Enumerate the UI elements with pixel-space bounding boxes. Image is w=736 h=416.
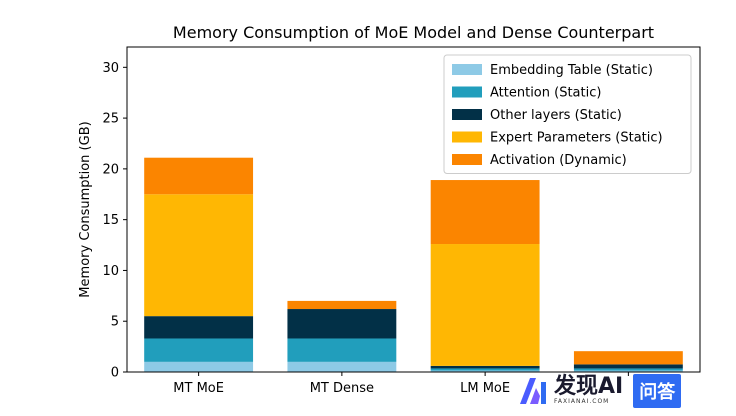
legend-label: Activation (Dynamic) xyxy=(490,153,627,168)
y-tick-label: 5 xyxy=(111,315,119,330)
bar-segment xyxy=(144,157,254,195)
legend-label: Embedding Table (Static) xyxy=(490,63,653,78)
y-tick-label: 20 xyxy=(102,162,119,177)
bar-segment xyxy=(430,370,540,372)
bar-segment xyxy=(430,244,540,366)
bar-segment xyxy=(287,338,397,362)
bar-segment xyxy=(144,361,254,372)
bar-segment xyxy=(144,316,254,339)
legend-label: Expert Parameters (Static) xyxy=(490,131,663,146)
chart-title: Memory Consumption of MoE Model and Dens… xyxy=(173,23,654,42)
bar-segment xyxy=(573,364,683,369)
legend-swatch xyxy=(452,131,482,143)
bar-segment xyxy=(430,365,540,369)
y-tick-label: 15 xyxy=(102,213,119,228)
y-tick-label: 0 xyxy=(111,366,119,381)
legend-swatch xyxy=(452,64,482,75)
watermark-text: 发现AI FAXIANAI.COM xyxy=(554,376,623,406)
legend-label: Other layers (Static) xyxy=(490,108,622,123)
watermark-main-text: 发现AI xyxy=(554,374,624,399)
bar-segment xyxy=(287,300,397,310)
x-tick-label: MT Dense xyxy=(310,381,374,396)
watermark-mark-icon xyxy=(520,378,546,404)
y-axis-title: Memory Consumption (GB) xyxy=(78,121,93,297)
plot-frame xyxy=(126,46,701,373)
bar-segment xyxy=(144,194,254,317)
y-tick-label: 10 xyxy=(102,264,119,279)
bar-segment xyxy=(573,351,683,365)
bar-segment xyxy=(430,368,540,371)
watermark-badge: 问答 xyxy=(633,374,682,408)
x-tick-label: MT MoE xyxy=(173,381,224,396)
legend-swatch xyxy=(452,109,482,120)
bar-segment xyxy=(287,361,397,372)
x-tick-label: LM MoE xyxy=(460,381,510,396)
legend-label: Attention (Static) xyxy=(490,86,601,101)
bar-segment xyxy=(287,309,397,339)
y-tick-label: 25 xyxy=(102,112,119,127)
y-tick-label: 30 xyxy=(102,61,119,76)
bar-segment xyxy=(430,180,540,245)
legend-box xyxy=(443,54,692,174)
watermark-sub-text: FAXIANAI.COM xyxy=(554,398,610,405)
bar-segment xyxy=(573,368,683,371)
legend-swatch xyxy=(452,154,482,165)
bar-segment xyxy=(573,370,683,372)
watermark-logo: 发现AI FAXIANAI.COM 问答 xyxy=(518,373,728,409)
bar-segment xyxy=(144,338,254,362)
legend-swatch xyxy=(452,86,482,98)
